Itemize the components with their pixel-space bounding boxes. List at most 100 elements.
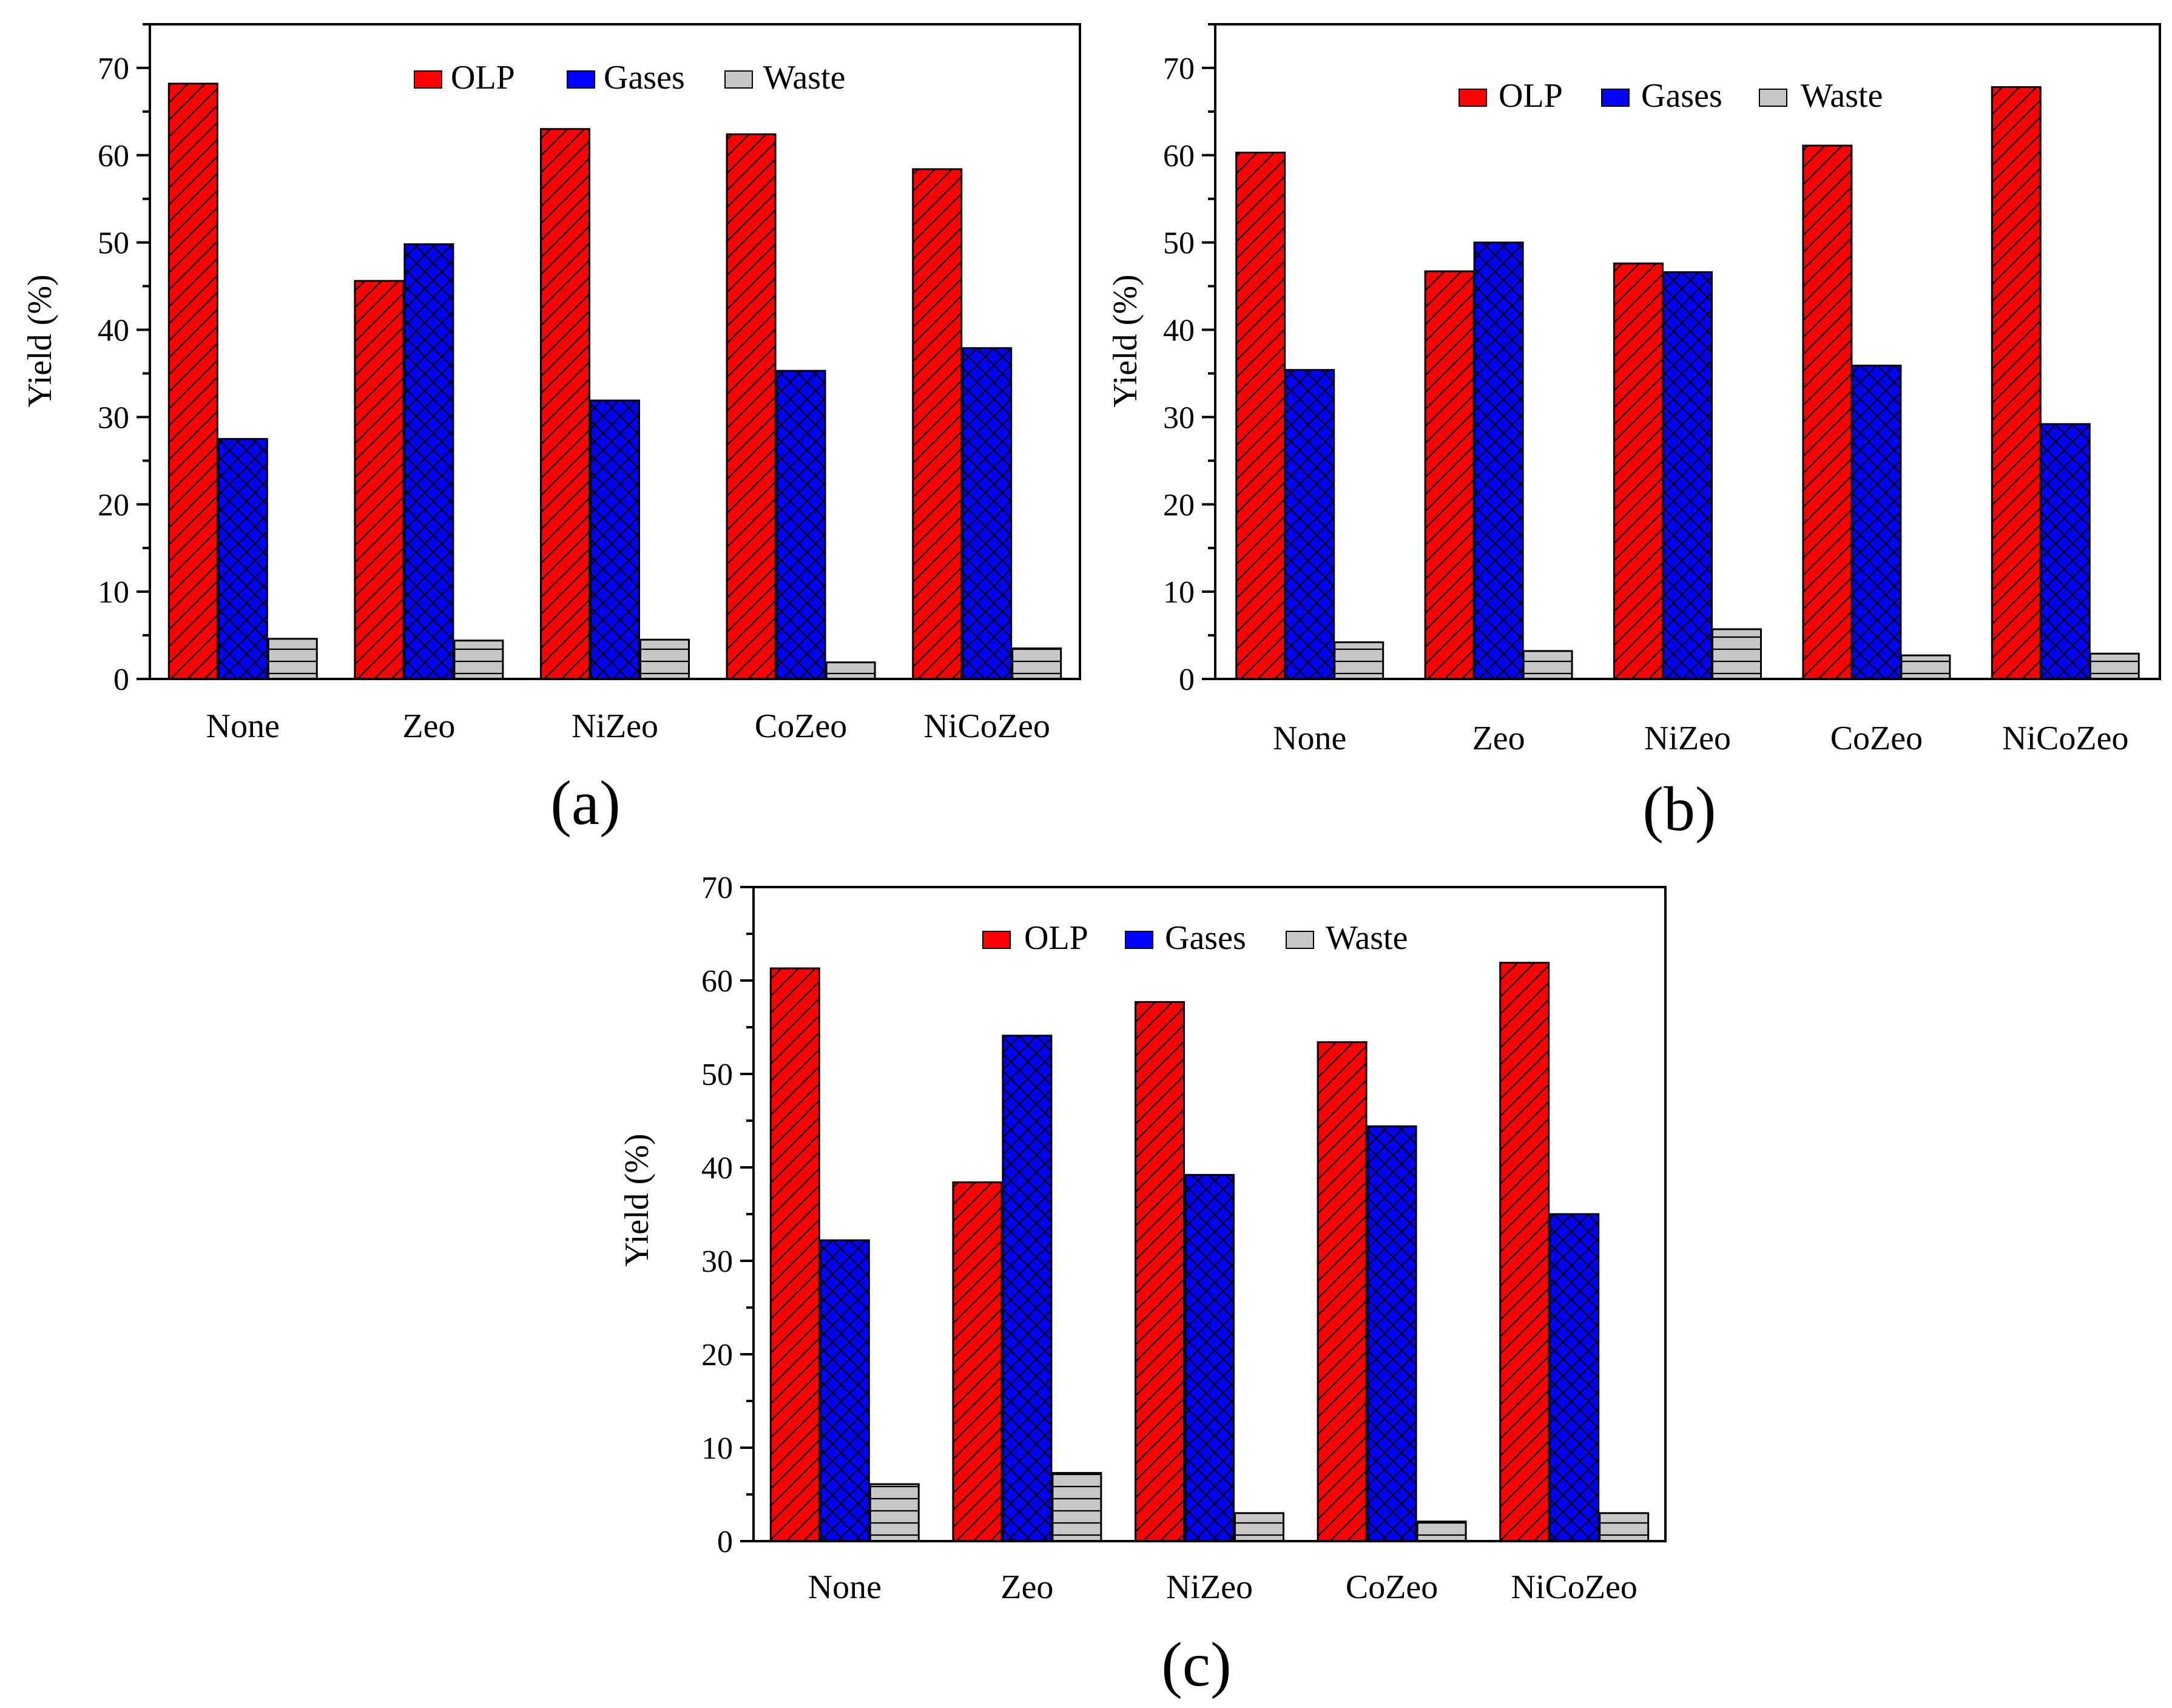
y-tick-label: 20: [1163, 488, 1195, 522]
legend-swatch-gases: [1601, 89, 1630, 107]
y-tick-label: 40: [1163, 314, 1195, 348]
y-tick-label: 50: [1163, 226, 1195, 261]
y-tick-label: 30: [1163, 400, 1195, 435]
x-tick-label-nizeo: NiZeo: [572, 707, 658, 745]
x-tick-label-cozeo: CoZeo: [1346, 1568, 1438, 1606]
bar-waste-none: [267, 638, 318, 680]
y-tick-label: 0: [717, 1525, 733, 1559]
plot-frame: [1214, 23, 2161, 680]
legend-swatch-waste: [1286, 931, 1314, 949]
bar-gases-zeo: [403, 243, 454, 680]
y-tick-label: 10: [98, 575, 129, 610]
bar-olp-zeo: [354, 280, 405, 680]
bar-gases-cozeo: [1366, 1125, 1417, 1542]
x-tick-label-cozeo: CoZeo: [1830, 720, 1923, 757]
y-tick-label: 30: [701, 1244, 733, 1279]
bar-waste-cozeo: [825, 661, 876, 680]
bar-waste-nicozeo: [1011, 647, 1062, 680]
x-tick-label-none: None: [808, 1568, 882, 1606]
x-tick-label-none: None: [206, 707, 280, 745]
bar-olp-nicozeo: [912, 168, 963, 680]
y-tick-label: 50: [701, 1058, 733, 1092]
chart-panel-b: 0 10 20 30 40 50 60 70 None Zeo NiZeo CoZeo NiCoZeo…: [1107, 23, 2161, 844]
x-tick-label-none: None: [1273, 720, 1346, 757]
x-tick-labels: None Zeo NiZeo CoZeo NiCoZeo: [206, 707, 1050, 745]
legend-label-olp: OLP: [1499, 77, 1563, 115]
x-tick-label-zeo: Zeo: [402, 707, 455, 745]
bar-gases-nizeo: [1662, 271, 1713, 680]
y-tick-label: 10: [1163, 575, 1195, 610]
y-tick-label: 30: [98, 400, 129, 435]
y-axis-label: Yield (%): [618, 1133, 656, 1266]
bar-waste-none: [1334, 641, 1384, 680]
bar-olp-cozeo: [1802, 144, 1853, 680]
bar-waste-none: [869, 1483, 920, 1542]
legend-label-gases: Gases: [1165, 919, 1246, 957]
bar-waste-nizeo: [1712, 628, 1762, 680]
y-tick-labels: 0 10 20 30 40 50 60 70: [98, 52, 129, 697]
bar-gases-none: [217, 437, 268, 680]
bar-olp-none: [1235, 151, 1286, 680]
bar-olp-nizeo: [540, 128, 590, 680]
chart-panel-c: 0 10 20 30 40 50 60 70 None Zeo NiZeo CoZeo NiCoZeo…: [618, 871, 1667, 1700]
x-tick-label-nizeo: NiZeo: [1644, 720, 1731, 757]
legend-label-waste: Waste: [1326, 919, 1408, 957]
x-tick-label-cozeo: CoZeo: [755, 707, 847, 745]
y-tick-label: 70: [1163, 52, 1195, 86]
plot-border: [149, 23, 1081, 680]
bar-waste-zeo: [1051, 1472, 1102, 1542]
bar-gases-nicozeo: [2040, 423, 2091, 680]
bar-gases-nizeo: [1184, 1173, 1235, 1542]
legend-label-gases: Gases: [1641, 77, 1722, 115]
y-axis-label: Yield (%): [21, 274, 59, 407]
y-tick-label: 20: [701, 1338, 733, 1372]
x-tick-label-nicozeo: NiCoZeo: [1511, 1568, 1637, 1606]
y-tick-label: 50: [98, 226, 129, 261]
bar-waste-nizeo: [639, 638, 690, 680]
legend: OLP Gases Waste: [982, 919, 1408, 957]
x-tick-label-zeo: Zeo: [1472, 720, 1525, 757]
y-axis-label: Yield (%): [1107, 274, 1144, 407]
bar-gases-nicozeo: [1549, 1213, 1600, 1542]
legend-label-olp: OLP: [1024, 919, 1088, 957]
legend-swatch-gases: [1125, 931, 1153, 949]
bar-waste-nicozeo: [1599, 1512, 1650, 1542]
panel-label-c: (c): [1161, 1630, 1231, 1700]
x-tick-labels: None Zeo NiZeo CoZeo NiCoZeo: [1273, 720, 2128, 757]
legend: OLP Gases Waste: [1459, 77, 1883, 115]
panel-label-a: (a): [550, 768, 620, 838]
y-tick-label: 0: [1179, 663, 1195, 697]
x-tick-labels: None Zeo NiZeo CoZeo NiCoZeo: [808, 1568, 1637, 1606]
y-tick-label: 70: [98, 52, 129, 86]
bar-waste-cozeo: [1900, 654, 1951, 680]
y-tick-label: 20: [98, 488, 129, 522]
y-tick-label: 60: [701, 964, 733, 999]
legend-swatch-olp: [414, 70, 442, 89]
legend-swatch-waste: [1759, 89, 1787, 107]
y-tick-labels: 0 10 20 30 40 50 60 70: [701, 871, 733, 1559]
panel-label-b: (b): [1642, 774, 1716, 844]
y-tick-labels: 0 10 20 30 40 50 60 70: [1163, 52, 1195, 697]
plot-frame: [752, 886, 1667, 1542]
y-tick-label: 70: [701, 871, 733, 905]
bar-olp-nizeo: [1135, 1001, 1185, 1542]
y-tick-marks: [137, 23, 150, 680]
chart-panel-a: 0 10 20 30 40 50 60 70 None Zeo NiZeo CoZeo NiCoZeo…: [21, 23, 1081, 838]
bar-olp-none: [167, 83, 218, 680]
y-tick-label: 40: [701, 1151, 733, 1186]
bar-olp-cozeo: [726, 133, 777, 680]
y-tick-marks: [740, 886, 754, 1542]
x-tick-label-nicozeo: NiCoZeo: [923, 707, 1050, 745]
bar-gases-none: [1284, 369, 1335, 680]
bar-olp-none: [769, 967, 820, 1542]
bar-gases-nizeo: [590, 399, 640, 680]
bars: [1235, 86, 2140, 680]
bar-waste-nicozeo: [2089, 652, 2140, 680]
bar-olp-nizeo: [1613, 262, 1664, 680]
legend-label-waste: Waste: [763, 59, 845, 96]
bar-waste-cozeo: [1416, 1521, 1467, 1542]
y-tick-label: 10: [701, 1431, 733, 1466]
y-tick-label: 60: [98, 139, 129, 174]
bar-olp-nicozeo: [1991, 86, 2042, 680]
